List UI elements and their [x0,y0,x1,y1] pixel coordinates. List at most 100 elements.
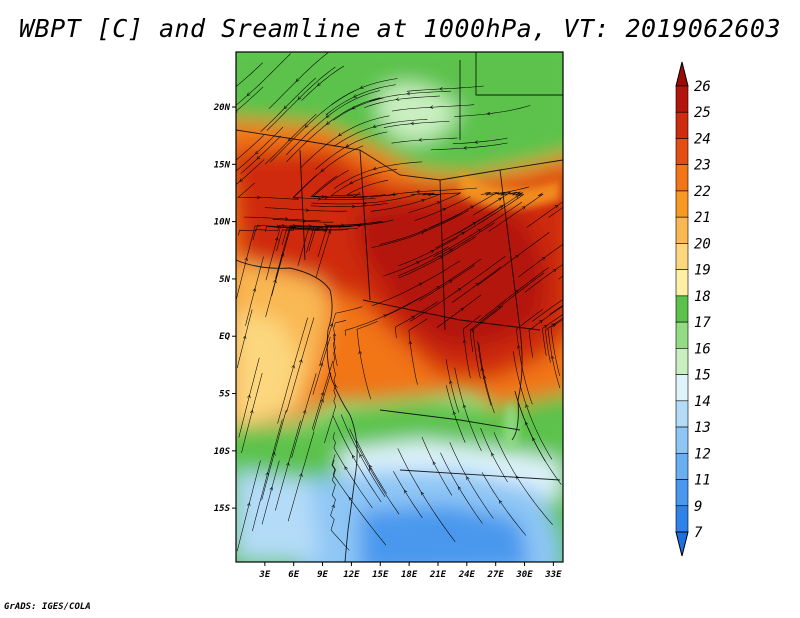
streamline [275,420,301,511]
streamline-arrow [372,166,377,171]
streamline-arrow [332,333,337,337]
colorbar-swatch [675,190,689,218]
streamline [469,272,545,353]
streamline-arrow [319,362,324,367]
colorbar-label: 22 [694,184,711,200]
streamline-arrow [225,92,228,95]
streamline-arrow [491,452,495,457]
colorbar-label: 11 [694,473,711,489]
streamline [236,62,263,87]
streamline [315,131,388,170]
streamline-arrow [348,496,352,501]
streamline [264,207,348,212]
shade-sw-lightblue [236,470,320,560]
streamline-arrow [552,268,557,273]
streamline [383,246,449,277]
streamline [478,343,495,414]
colorbar-label: 12 [694,446,711,462]
streamline-arrow [466,476,470,481]
x-tick-label: 30E [515,570,533,580]
streamline [371,260,461,307]
streamline [286,317,315,413]
streamline-arrow [334,384,338,389]
streamline [241,373,263,453]
streamline [524,263,563,293]
streamline-arrow [320,391,325,396]
colorbar-swatch [675,479,689,507]
streamline [558,275,563,280]
colorbar-label: 25 [694,105,711,121]
streamline-arrow [275,237,279,241]
streamline [236,309,253,369]
colorbar-swatch [675,243,689,270]
streamline [333,97,384,121]
streamline [428,192,498,229]
streamline [236,460,261,552]
streamline-arrow [242,335,247,340]
streamline-arrow [320,398,324,403]
y-tick-label: 20N [213,103,231,113]
streamline-arrow [574,296,577,299]
streamline [266,66,336,131]
streamline-arrow [344,466,348,471]
colorbar-swatch [675,138,689,166]
streamline [277,317,308,424]
x-tick-label: 6E [288,570,299,580]
streamline-arrow [480,367,485,372]
streamline-arrow [305,208,310,212]
streamline [398,236,477,279]
streamline [391,137,458,144]
streamline-arrow [281,223,286,228]
streamline [532,299,563,322]
y-tick-label: 10S [214,447,231,457]
streamline-arrow [420,231,425,235]
streamline-arrow [317,197,322,201]
streamline [313,372,332,431]
streamline-arrow [432,461,436,466]
streamline [528,305,563,358]
streamline [261,409,287,501]
map-panel: 3E 6E 9E 12E 15E 18E 21E 24E 27E 30E 33E 20N 15N 10N 5… [213,51,577,580]
streamline [333,119,428,147]
colorbar-label: 14 [694,394,711,410]
streamline-arrow [308,224,312,228]
streamline-arrow [550,355,555,360]
streamline-arrow [418,282,423,287]
colorbar-label: 9 [694,499,702,515]
x-tick-label: 21E [429,570,447,580]
streamline [421,436,453,496]
streamline [236,86,264,112]
streamline-arrow [462,404,467,409]
streamline [287,431,315,522]
colorbar-label: 23 [694,158,711,174]
streamline-arrow [539,320,543,324]
streamline [340,414,386,498]
colorbar-label: 7 [694,525,703,541]
streamline [430,142,508,151]
x-tick-label: 18E [401,570,418,580]
colorbar-label: 13 [694,420,711,436]
streamline [238,357,260,438]
streamline [286,90,381,156]
streamline-arrow [421,198,426,203]
shade-nile-orange [460,170,560,209]
streamline [542,314,563,356]
streamline-arrow [269,486,274,491]
streamline [397,448,456,543]
streamline-arrow [430,250,435,254]
colorbar-label: 20 [694,236,711,252]
streamline [308,229,349,251]
streamline-arrow [357,191,362,196]
axes: 3E 6E 9E 12E 15E 18E 21E 24E 27E 30E 33E 20N 15N 10N 5… [213,103,562,580]
streamline-arrow [449,380,453,384]
shade-gulf-light [236,310,300,429]
streamline [406,85,484,92]
streamline [383,121,450,128]
streamline [270,91,354,163]
streamline [312,169,369,198]
streamline [512,351,553,460]
streamline-arrow [448,279,453,284]
streamline-arrow [436,201,441,205]
streamline [493,432,553,525]
